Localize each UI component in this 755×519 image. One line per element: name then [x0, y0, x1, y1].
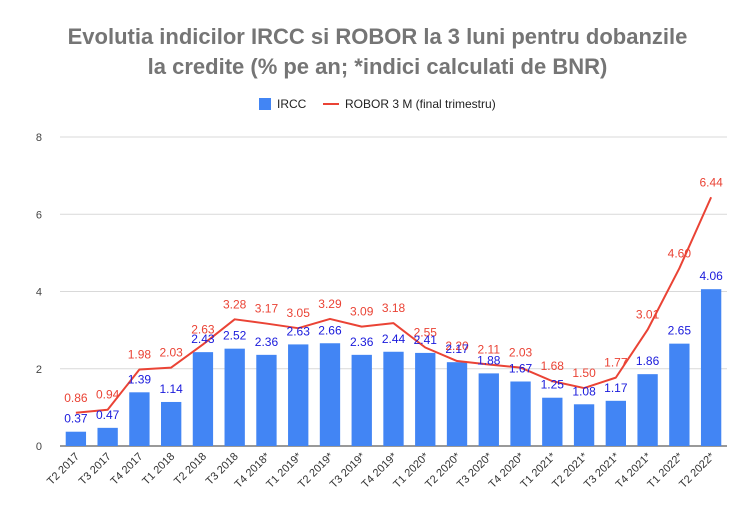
- y-tick-label: 4: [36, 287, 42, 299]
- bar-ircc: [97, 427, 118, 446]
- bar-ircc: [478, 373, 499, 446]
- bar-ircc: [224, 348, 245, 446]
- y-tick-label: 6: [36, 209, 42, 221]
- data-label-robor: 3.17: [255, 302, 279, 316]
- bar-ircc: [288, 344, 309, 446]
- legend-label-ircc: IRCC: [277, 97, 307, 111]
- data-label-ircc: 2.43: [191, 332, 215, 346]
- bar-ircc: [573, 404, 595, 446]
- x-tick-label: T1 2018: [140, 451, 177, 488]
- data-label-robor: 3.09: [350, 305, 374, 319]
- y-tick-label: 2: [36, 364, 42, 376]
- chart-title-line-2: la credite (% pe an; *indici calculati d…: [147, 54, 608, 79]
- bar-ircc: [192, 352, 214, 446]
- data-label-ircc: 2.17: [445, 342, 469, 356]
- bar-ircc: [446, 362, 468, 446]
- data-label-robor: 2.20: [445, 339, 469, 353]
- x-tick-label: T3 2017: [77, 451, 114, 488]
- bar-ircc: [161, 401, 182, 446]
- chart-legend: IRCC ROBOR 3 M (final trimestru): [0, 97, 755, 113]
- bar-ircc: [319, 343, 341, 446]
- data-label-ircc: 2.65: [668, 324, 692, 338]
- legend-item-robor: ROBOR 3 M (final trimestru): [323, 97, 496, 111]
- data-label-ircc: 1.08: [572, 384, 596, 398]
- data-label-robor: 3.28: [223, 297, 247, 311]
- data-label-ircc: 1.25: [541, 378, 565, 392]
- legend-swatch-robor: [323, 103, 339, 105]
- data-label-robor: 0.94: [96, 388, 120, 402]
- chart-title: Evolutia indicilor IRCC si ROBOR la 3 lu…: [0, 22, 755, 82]
- data-label-ircc: 1.14: [159, 382, 183, 396]
- bar-ircc: [669, 343, 690, 446]
- data-label-robor: 2.11: [478, 343, 501, 357]
- data-label-ircc: 2.63: [287, 324, 311, 338]
- bar-ircc: [510, 381, 531, 446]
- data-label-robor: 1.98: [128, 348, 152, 362]
- data-label-ircc: 0.37: [64, 412, 88, 426]
- data-label-ircc: 2.41: [414, 333, 438, 347]
- data-label-robor: 3.18: [382, 301, 406, 315]
- data-label-ircc: 2.52: [223, 329, 247, 343]
- data-label-robor: 3.29: [318, 297, 342, 311]
- y-tick-label: 8: [36, 132, 42, 144]
- data-label-ircc: 4.06: [699, 269, 723, 283]
- data-label-robor: 1.68: [541, 359, 565, 373]
- data-label-ircc: 1.17: [604, 381, 628, 395]
- bar-ircc: [256, 354, 277, 446]
- bar-ircc: [700, 289, 722, 446]
- data-label-robor: 6.44: [699, 175, 723, 189]
- bar-ircc: [351, 354, 372, 446]
- x-tick-label: T2 2022*: [677, 450, 718, 491]
- bar-ircc: [129, 392, 150, 446]
- data-label-ircc: 1.67: [509, 361, 533, 375]
- data-label-ircc: 1.86: [636, 354, 660, 368]
- chart-title-line-1: Evolutia indicilor IRCC si ROBOR la 3 lu…: [67, 24, 688, 49]
- data-label-robor: 2.03: [509, 346, 533, 360]
- data-label-robor: 2.03: [159, 346, 183, 360]
- data-label-ircc: 2.66: [318, 323, 342, 337]
- data-label-robor: 0.86: [64, 391, 88, 405]
- data-label-robor: 3.01: [636, 308, 660, 322]
- bar-ircc: [65, 431, 87, 446]
- data-label-robor: 4.60: [668, 246, 692, 260]
- data-label-robor: 3.05: [287, 306, 311, 320]
- legend-label-robor: ROBOR 3 M (final trimestru): [345, 97, 496, 111]
- bar-ircc: [415, 352, 436, 446]
- data-label-robor: 1.77: [604, 356, 628, 370]
- data-label-robor: 2.63: [191, 322, 215, 336]
- data-label-ircc: 1.39: [128, 372, 152, 386]
- data-label-robor: 1.50: [572, 366, 596, 380]
- y-tick-label: 0: [36, 441, 42, 453]
- legend-item-ircc: IRCC: [259, 97, 306, 111]
- x-tick-label: T2 2018: [172, 451, 209, 488]
- x-tick-label: T4 2017: [108, 451, 145, 488]
- x-tick-label: T2 2017: [45, 451, 82, 488]
- data-label-ircc: 2.36: [255, 335, 279, 349]
- bar-ircc: [605, 400, 626, 446]
- bar-ircc: [637, 374, 658, 446]
- data-label-ircc: 0.47: [96, 408, 120, 422]
- data-label-ircc: 2.44: [382, 332, 406, 346]
- data-label-robor: 2.55: [414, 326, 438, 340]
- line-robor: [75, 196, 713, 414]
- bar-ircc: [383, 351, 404, 446]
- bar-ircc: [542, 397, 563, 446]
- legend-swatch-ircc: [259, 98, 271, 110]
- data-label-ircc: 1.88: [477, 353, 501, 367]
- data-label-ircc: 2.36: [350, 335, 374, 349]
